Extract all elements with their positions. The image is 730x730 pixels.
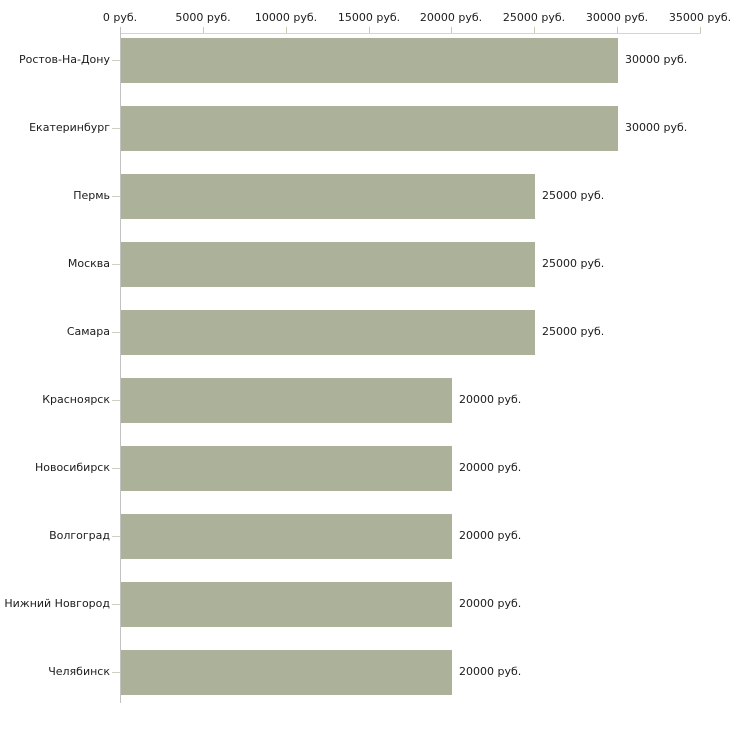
category-label: Нижний Новгород — [4, 597, 110, 610]
category-label: Ростов-На-Дону — [18, 53, 110, 66]
x-tick-mark — [369, 27, 370, 33]
category-tick-mark — [112, 468, 120, 469]
x-tick-label: 10000 руб. — [254, 11, 318, 24]
bar — [121, 378, 452, 423]
category-label: Самара — [66, 325, 110, 338]
category-label: Челябинск — [48, 665, 110, 678]
category-tick-mark — [112, 672, 120, 673]
value-label: 25000 руб. — [542, 325, 605, 338]
bar — [121, 582, 452, 627]
category-label: Екатеринбург — [29, 121, 110, 134]
category-tick-mark — [112, 128, 120, 129]
x-tick-label: 20000 руб. — [419, 11, 483, 24]
bar — [121, 174, 535, 219]
value-label: 30000 руб. — [625, 53, 688, 66]
value-label: 20000 руб. — [459, 665, 522, 678]
value-label: 20000 руб. — [459, 529, 522, 542]
value-label: 20000 руб. — [459, 393, 522, 406]
category-label: Новосибирск — [34, 461, 110, 474]
x-tick-label: 35000 руб. — [668, 11, 730, 24]
y-axis-line — [120, 27, 121, 703]
category-tick-mark — [112, 264, 120, 265]
category-label: Пермь — [73, 189, 110, 202]
x-tick-label: 15000 руб. — [337, 11, 401, 24]
x-tick-mark — [700, 27, 701, 33]
category-label: Москва — [67, 257, 110, 270]
bar — [121, 650, 452, 695]
x-tick-mark — [617, 27, 618, 33]
x-tick-mark — [286, 27, 287, 33]
category-tick-mark — [112, 196, 120, 197]
x-tick-mark — [203, 27, 204, 33]
bar — [121, 514, 452, 559]
bar — [121, 310, 535, 355]
category-tick-mark — [112, 536, 120, 537]
bar — [121, 38, 618, 83]
category-tick-mark — [112, 400, 120, 401]
x-tick-mark — [451, 27, 452, 33]
x-tick-label: 30000 руб. — [585, 11, 649, 24]
bar — [121, 446, 452, 491]
category-label: Красноярск — [42, 393, 110, 406]
x-axis-line — [120, 33, 701, 34]
value-label: 30000 руб. — [625, 121, 688, 134]
value-label: 20000 руб. — [459, 461, 522, 474]
category-tick-mark — [112, 604, 120, 605]
bar — [121, 106, 618, 151]
category-label: Волгоград — [49, 529, 110, 542]
value-label: 25000 руб. — [542, 189, 605, 202]
category-tick-mark — [112, 60, 120, 61]
x-tick-label: 25000 руб. — [502, 11, 566, 24]
value-label: 25000 руб. — [542, 257, 605, 270]
x-tick-label: 0 руб. — [102, 11, 138, 24]
x-tick-label: 5000 руб. — [175, 11, 231, 24]
bar — [121, 242, 535, 287]
value-label: 20000 руб. — [459, 597, 522, 610]
category-tick-mark — [112, 332, 120, 333]
x-tick-mark — [534, 27, 535, 33]
